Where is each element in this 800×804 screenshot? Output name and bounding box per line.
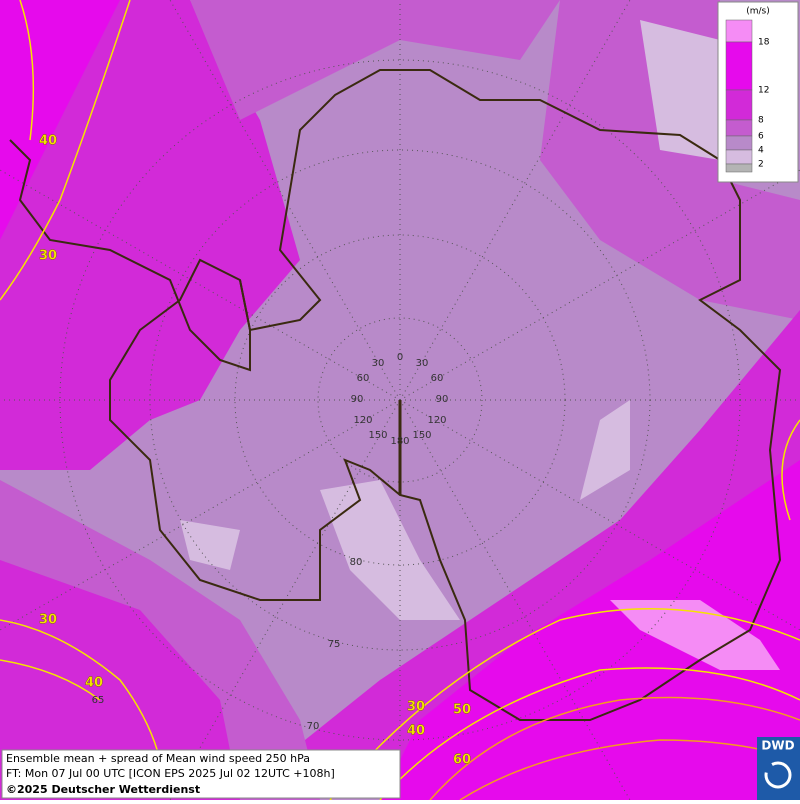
longitude-label: 30 <box>416 358 429 369</box>
contour-label: 30 <box>407 700 425 715</box>
wind-region <box>320 480 460 620</box>
longitude-label: 90 <box>436 394 449 405</box>
longitude-label: 150 <box>412 430 431 441</box>
logo-box <box>757 737 800 800</box>
legend-swatch <box>725 163 753 173</box>
contour-labels: 40 30 30 40 30 40 50 60 <box>39 133 471 768</box>
legend: (m/s) 18 12 8 6 4 2 <box>717 1 799 183</box>
longitude-label: 60 <box>357 373 370 384</box>
footer-box <box>1 749 401 799</box>
legend-unit: (m/s) <box>746 7 770 17</box>
contour-label: 50 <box>453 703 471 718</box>
contour-label: 30 <box>39 613 57 628</box>
legend-swatch <box>725 135 753 151</box>
footer-forecast: FT: Mon 07 Jul 00 UTC [ICON EPS 2025 Jul… <box>6 767 335 780</box>
latitude-label: 75 <box>328 639 341 650</box>
longitude-label: 120 <box>353 415 372 426</box>
longitude-label: 0 <box>397 352 403 363</box>
wind-region <box>610 600 780 670</box>
logo: DWD <box>761 739 794 753</box>
longitude-label: 150 <box>368 430 387 441</box>
footer-copyright: ©2025 Deutscher Wetterdienst <box>6 783 200 796</box>
legend-label: 4 <box>758 146 764 156</box>
contour-label: 60 <box>453 753 471 768</box>
contour-label: 30 <box>39 249 57 264</box>
legend-swatch <box>725 89 753 121</box>
footer-title: Ensemble mean + spread of Mean wind spee… <box>6 752 310 765</box>
legend-swatch <box>725 41 753 91</box>
contour-lines <box>429 696 800 801</box>
contour-label: 40 <box>39 134 57 149</box>
wind-region <box>190 0 560 120</box>
wind-region <box>180 520 240 570</box>
legend-label: 12 <box>758 86 769 96</box>
latitude-label: 65 <box>92 695 105 706</box>
longitude-label: 120 <box>427 415 446 426</box>
legend-label: 8 <box>758 116 764 126</box>
longitude-label: 180 <box>390 436 409 447</box>
wind-region <box>380 460 800 800</box>
contour-label: 40 <box>85 676 103 691</box>
legend-swatch <box>725 119 753 137</box>
coastline <box>9 139 251 372</box>
legend-swatch <box>725 149 753 165</box>
legend-label: 6 <box>758 132 764 142</box>
latitude-label: 80 <box>350 557 363 568</box>
contour-label: 40 <box>407 724 425 739</box>
coastline <box>109 69 782 721</box>
longitude-label: 30 <box>372 358 385 369</box>
wind-region <box>640 20 720 160</box>
legend-label: 18 <box>758 38 770 48</box>
wind-region <box>0 0 120 240</box>
logo-icon <box>764 761 792 789</box>
latitude-label: 70 <box>307 721 320 732</box>
wind-region <box>580 400 630 500</box>
legend-label: 2 <box>758 160 764 170</box>
wind-region <box>540 0 800 320</box>
longitude-label: 60 <box>431 373 444 384</box>
longitude-label: 90 <box>351 394 364 405</box>
wind-region <box>0 0 300 470</box>
legend-swatch <box>725 19 753 43</box>
